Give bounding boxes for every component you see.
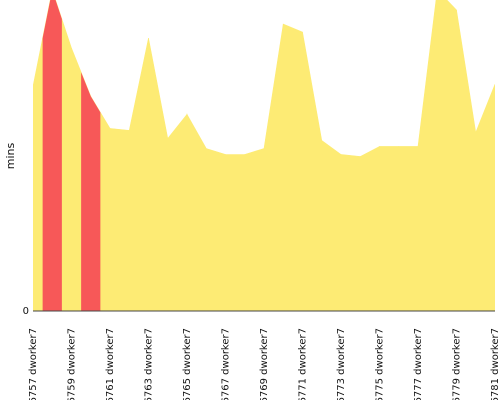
x-tick-label: #6763 dworker7 bbox=[144, 328, 155, 400]
area-segment bbox=[128, 38, 149, 311]
area-segment bbox=[340, 154, 361, 311]
area-segment bbox=[186, 113, 207, 311]
area-segment bbox=[436, 0, 457, 311]
highlighted-build[interactable] bbox=[81, 72, 101, 311]
x-tick-label: #6773 dworker7 bbox=[336, 328, 347, 400]
x-tick-label: #6761 dworker7 bbox=[105, 328, 116, 400]
y-axis-label: mins bbox=[4, 142, 17, 169]
x-tick-label: #6775 dworker7 bbox=[375, 328, 386, 400]
area-segment bbox=[282, 23, 303, 311]
x-tick-label: #6767 dworker7 bbox=[221, 328, 232, 400]
area-segment bbox=[456, 9, 477, 311]
area-segment bbox=[225, 154, 246, 311]
area-segment bbox=[263, 24, 284, 311]
x-tick-label: #6777 dworker7 bbox=[413, 328, 424, 400]
x-tick-label: #6769 dworker7 bbox=[259, 328, 270, 400]
plot-area bbox=[33, 0, 495, 311]
area-segment bbox=[379, 146, 400, 311]
x-tick-label: #6779 dworker7 bbox=[452, 328, 463, 400]
area-segment bbox=[398, 146, 419, 311]
area-segment bbox=[109, 128, 130, 311]
x-tick-label: #6781 dworker7 bbox=[490, 328, 500, 400]
area-segment bbox=[167, 113, 188, 311]
x-tick-label: #6757 dworker7 bbox=[28, 328, 39, 400]
area-segment bbox=[417, 0, 438, 311]
area-segment bbox=[244, 148, 265, 311]
area-segment bbox=[302, 32, 323, 311]
x-tick-label: #6759 dworker7 bbox=[67, 328, 78, 400]
x-tick-label: #6765 dworker7 bbox=[182, 328, 193, 400]
area-segment bbox=[359, 145, 380, 311]
highlighted-build[interactable] bbox=[42, 0, 62, 311]
area-segment bbox=[148, 38, 169, 311]
area-segment bbox=[205, 148, 226, 311]
y-axis-ticks: 0 bbox=[23, 306, 29, 317]
y-tick-label: 0 bbox=[23, 306, 29, 317]
x-tick-label: #6771 dworker7 bbox=[298, 328, 309, 400]
area-segment bbox=[475, 84, 495, 311]
area-segment bbox=[321, 139, 342, 311]
x-axis-ticks: #6757 dworker7 #6759 dworker7 #6761 dworke… bbox=[28, 328, 500, 400]
